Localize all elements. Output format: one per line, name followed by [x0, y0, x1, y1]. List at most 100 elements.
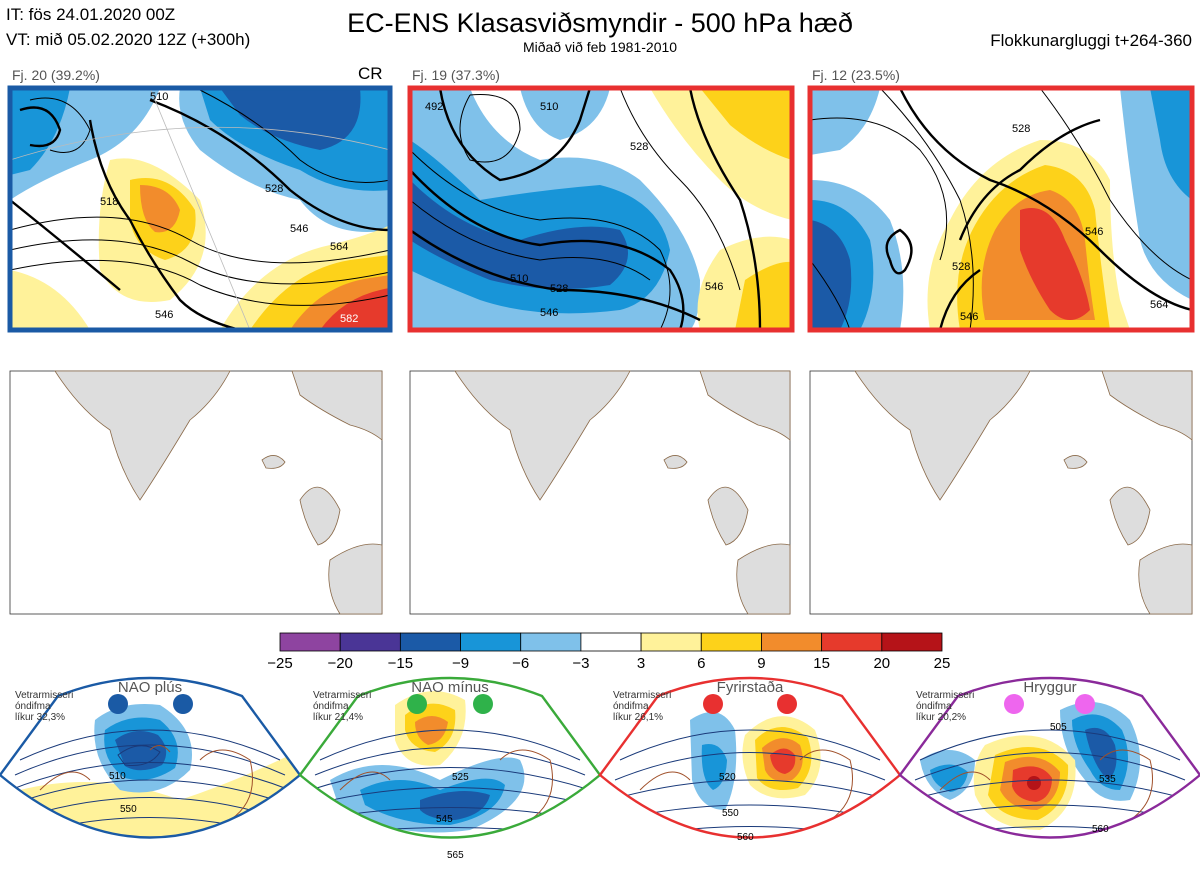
- regime-3-marker: [777, 694, 797, 714]
- regime-2-name: NAO mínus: [411, 679, 489, 696]
- colorbar-bin: [520, 632, 582, 652]
- regime-note-line: Vetrarmisseri: [313, 690, 371, 701]
- panel-3-contour-label: 546: [960, 311, 978, 323]
- panel-2-frame: [407, 85, 795, 333]
- regime-note-line: Vetrarmisseri: [916, 690, 974, 701]
- regime-3-frame: [598, 676, 902, 839]
- panel-3-map: [810, 88, 1192, 330]
- empty-map-2: [409, 370, 791, 615]
- colorbar-tick-label: 9: [757, 655, 765, 672]
- regime-note-line: líkur 32,3%: [15, 712, 65, 723]
- regime-4-contour-label: 560: [1092, 824, 1109, 835]
- panel-1-map: [10, 88, 390, 330]
- regime-2-note: Vetrarmisseri óndifma líkur 21,4%: [313, 690, 371, 723]
- regime-2-marker: [407, 694, 427, 714]
- regime-3-contour-label: 520: [719, 772, 736, 783]
- empty-map-3: [809, 370, 1193, 615]
- panel-1-contour-label: 546: [290, 223, 308, 235]
- panel-1-contour-label: 564: [330, 241, 348, 253]
- regime-4-contour-label: 505: [1050, 722, 1067, 733]
- panel-1-frame: [7, 85, 393, 333]
- colorbar-tick-label: 15: [813, 655, 830, 672]
- panel-3-contour-label: 528: [1012, 123, 1030, 135]
- regime-4-frame: [898, 676, 1200, 839]
- colorbar-tick-label: −6: [512, 655, 529, 672]
- colorbar-tick-label: 3: [637, 655, 645, 672]
- regime-note-line: líkur 20,2%: [916, 712, 966, 723]
- colorbar-tick-label: 25: [934, 655, 951, 672]
- panel-3-contour-label: 546: [1085, 226, 1103, 238]
- regime-note-line: líkur 26,1%: [613, 712, 663, 723]
- colorbar-bin: [881, 632, 943, 652]
- regime-1-frame: [0, 676, 302, 839]
- regime-1-name: NAO plús: [118, 679, 182, 696]
- panel-2-contour-label: 528: [550, 283, 568, 295]
- colorbar-tick-label: −9: [452, 655, 469, 672]
- regime-2-contour-label: 565: [447, 850, 464, 861]
- panel-1-contour-label: 528: [265, 183, 283, 195]
- panel-3-frame: [807, 85, 1195, 333]
- panel-2-contour-label: 528: [630, 141, 648, 153]
- regime-3-marker: [703, 694, 723, 714]
- regime-1-marker: [173, 694, 193, 714]
- colorbar-bin: [761, 632, 823, 652]
- regime-4-contour-label: 535: [1099, 774, 1116, 785]
- panel-2-contour-label: 546: [705, 281, 723, 293]
- clustering-window: Flokkunargluggi t+264-360: [990, 31, 1192, 50]
- colorbar-bin: [279, 632, 341, 652]
- panel-1-contour-label: 518: [100, 196, 118, 208]
- regime-1-note: Vetrarmisseri óndifma líkur 32,3%: [15, 690, 73, 723]
- colorbar-tick-label: −20: [327, 655, 352, 672]
- panel-3-label: Fj. 12 (23.5%): [812, 67, 900, 83]
- colorbar-bin: [339, 632, 401, 652]
- panel-1-contour-label: 582: [340, 313, 358, 325]
- chart-title: EC-ENS Klasasviðsmyndir - 500 hPa hæð: [347, 8, 853, 38]
- colorbar-tick-label: −25: [267, 655, 292, 672]
- panel-3-contour-label: 528: [952, 261, 970, 273]
- colorbar-bin: [460, 632, 522, 652]
- regime-2-contour-label: 545: [436, 814, 453, 825]
- chart-subtitle: Miðað við feb 1981-2010: [522, 39, 678, 55]
- regime-3-contour-label: 550: [722, 808, 739, 819]
- regime-note-line: Vetrarmisseri: [613, 690, 671, 701]
- regime-2-contour-label: 525: [452, 772, 469, 783]
- regime-note-line: líkur 21,4%: [313, 712, 363, 723]
- colorbar: −25 −20 −15 −9 −6 −3 3 6 9 15 20 25: [267, 632, 951, 672]
- regime-4-note: Vetrarmisseri óndifma líkur 20,2%: [916, 690, 974, 723]
- colorbar-bin: [700, 632, 762, 652]
- panel-1-label: Fj. 20 (39.2%): [12, 67, 100, 83]
- panel-2-contour-label: 492: [425, 101, 443, 113]
- panel-2-contour-label: 510: [540, 101, 558, 113]
- regime-2-marker: [473, 694, 493, 714]
- panel-1-contour-label: 510: [150, 91, 168, 103]
- colorbar-bin: [399, 632, 461, 652]
- regime-4-marker: [1004, 694, 1024, 714]
- colorbar-bin: [580, 632, 642, 652]
- issue-time: IT: fös 24.01.2020 00Z: [6, 5, 176, 24]
- regime-note-line: óndifma: [313, 701, 349, 712]
- valid-time: VT: mið 05.02.2020 12Z (+300h): [6, 30, 251, 49]
- panel-2-map: [410, 88, 792, 330]
- regime-note-line: óndifma: [15, 701, 51, 712]
- regime-3-note: Vetrarmisseri óndifma líkur 26,1%: [613, 690, 671, 723]
- empty-map-1: [9, 370, 383, 615]
- regime-4-name: Hryggur: [1023, 679, 1076, 696]
- panel-2-contour-label: 546: [540, 307, 558, 319]
- panel-2-contour-label: 510: [510, 273, 528, 285]
- panel-1-regime-tag: CR: [358, 64, 383, 83]
- colorbar-tick-label: 6: [697, 655, 705, 672]
- colorbar-bin: [821, 632, 883, 652]
- regime-1-contour-label: 550: [120, 804, 137, 815]
- colorbar-tick-label: −3: [572, 655, 589, 672]
- regime-3-name: Fyrirstaða: [717, 679, 784, 696]
- regime-note-line: óndifma: [916, 701, 952, 712]
- panel-2-label: Fj. 19 (37.3%): [412, 67, 500, 83]
- regime-4-marker: [1075, 694, 1095, 714]
- regime-2-frame: [298, 676, 602, 839]
- regime-1-marker: [108, 694, 128, 714]
- regime-note-line: óndifma: [613, 701, 649, 712]
- colorbar-tick-label: −15: [388, 655, 413, 672]
- panel-1-contour-label: 546: [155, 309, 173, 321]
- panel-3-contour-label: 564: [1150, 299, 1168, 311]
